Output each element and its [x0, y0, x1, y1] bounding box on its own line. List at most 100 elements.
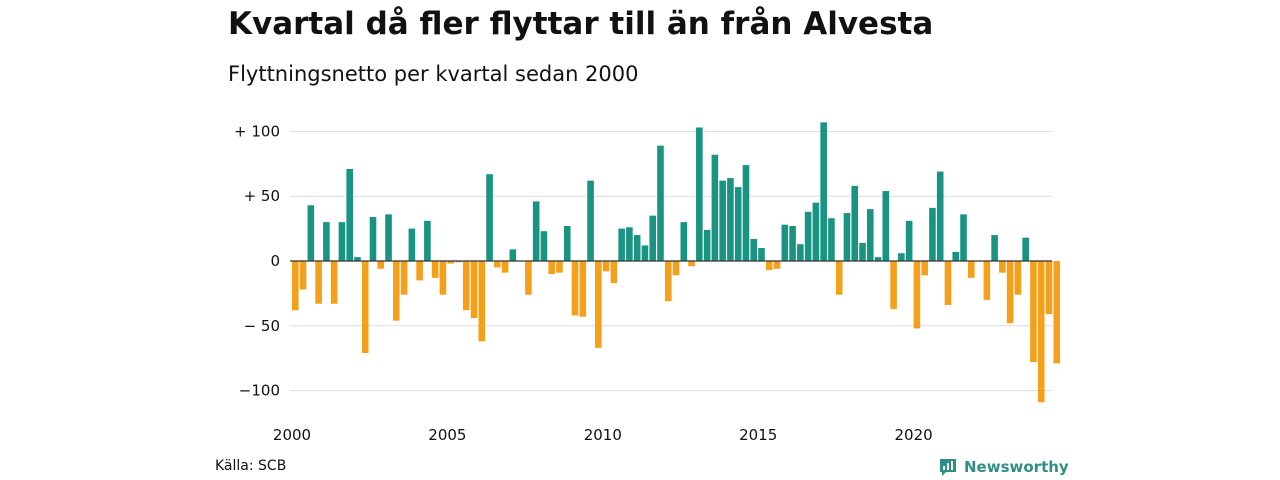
- bar: [416, 261, 423, 281]
- bar: [618, 228, 625, 261]
- bar: [859, 242, 866, 261]
- bar: [626, 227, 633, 261]
- y-tick-label: −100: [239, 382, 280, 400]
- bar: [820, 122, 827, 261]
- bar: [556, 261, 563, 273]
- bar: [509, 249, 517, 261]
- bar: [649, 215, 657, 261]
- bar: [843, 213, 851, 261]
- source-note: Källa: SCB: [215, 458, 287, 474]
- bar: [292, 261, 299, 311]
- bar: [781, 224, 789, 261]
- bar: [610, 261, 618, 284]
- bar: [400, 261, 408, 295]
- bar: [315, 261, 322, 304]
- bar: [602, 261, 610, 272]
- y-tick-label: + 50: [244, 187, 280, 205]
- bar: [299, 261, 307, 290]
- bar: [462, 261, 470, 311]
- bar: [354, 257, 361, 261]
- bar: [540, 231, 548, 261]
- bar: [1014, 261, 1022, 295]
- bar: [494, 261, 501, 268]
- x-tick-label: 2005: [428, 426, 466, 444]
- bar: [385, 214, 392, 261]
- bar: [1045, 261, 1053, 315]
- bar: [587, 180, 594, 261]
- y-axis-ticks: + 100 + 50 0 − 50 −100: [234, 122, 280, 399]
- bar: [765, 261, 773, 271]
- chart-title: Kvartal då fler flyttar till än från Alv…: [228, 6, 934, 42]
- x-tick-label: 2000: [273, 426, 311, 444]
- bar: [929, 207, 936, 261]
- bar: [890, 261, 897, 309]
- bar: [664, 261, 672, 302]
- bar: [346, 168, 353, 261]
- bar: [595, 261, 602, 348]
- bar: [797, 244, 804, 261]
- bar: [307, 205, 315, 261]
- bar: [330, 261, 338, 304]
- bar: [369, 216, 377, 261]
- bar: [742, 165, 750, 261]
- bar: [641, 245, 649, 261]
- bar: [898, 253, 905, 261]
- bar: [703, 229, 711, 261]
- brand-logo: Newsworthy: [938, 456, 1069, 478]
- bar: [377, 261, 385, 269]
- bar: [688, 261, 695, 267]
- bar: [680, 222, 688, 261]
- bar: [525, 261, 532, 295]
- bar: [532, 201, 540, 261]
- x-axis-ticks: 2000 2005 2010 2015 2020: [273, 426, 933, 444]
- x-tick-label: 2010: [584, 426, 622, 444]
- brand-name: Newsworthy: [964, 458, 1069, 476]
- bar: [983, 261, 991, 300]
- bar: [936, 171, 944, 261]
- bar: [361, 261, 369, 354]
- x-tick-label: 2020: [895, 426, 933, 444]
- bar: [424, 220, 431, 261]
- bar: [828, 218, 835, 261]
- y-tick-label: + 100: [234, 122, 280, 140]
- bar: [944, 261, 952, 306]
- bar: [1053, 261, 1061, 364]
- bar: [773, 261, 781, 269]
- bar: [431, 261, 439, 278]
- bar: [633, 235, 641, 261]
- bar: [921, 261, 928, 276]
- bar: [866, 209, 874, 261]
- bar: [323, 222, 330, 261]
- bar: [501, 261, 509, 273]
- bar: [393, 261, 400, 321]
- bar: [967, 261, 975, 278]
- x-tick-label: 2015: [739, 426, 777, 444]
- bar: [874, 257, 882, 261]
- bar: [804, 211, 812, 261]
- bar: [470, 261, 478, 319]
- bar: [851, 185, 859, 261]
- bar: [1006, 261, 1014, 324]
- bars: [292, 122, 1061, 403]
- bar: [338, 222, 346, 261]
- bar: [408, 228, 416, 261]
- bar: [999, 261, 1006, 273]
- bar: [750, 238, 758, 261]
- bar: [789, 226, 796, 261]
- bar: [960, 214, 967, 261]
- bar: [835, 261, 843, 295]
- bar: [905, 220, 913, 261]
- bar: [952, 251, 960, 261]
- bar: [1030, 261, 1037, 363]
- bar: [486, 174, 493, 261]
- bar: [571, 261, 579, 316]
- bar: [455, 261, 462, 263]
- bar: [563, 226, 571, 261]
- bar: [727, 178, 734, 261]
- bar: [812, 202, 820, 261]
- bar: [991, 235, 998, 261]
- bar: [548, 261, 556, 274]
- bar: [439, 261, 447, 295]
- newsworthy-logo-icon: [940, 459, 956, 476]
